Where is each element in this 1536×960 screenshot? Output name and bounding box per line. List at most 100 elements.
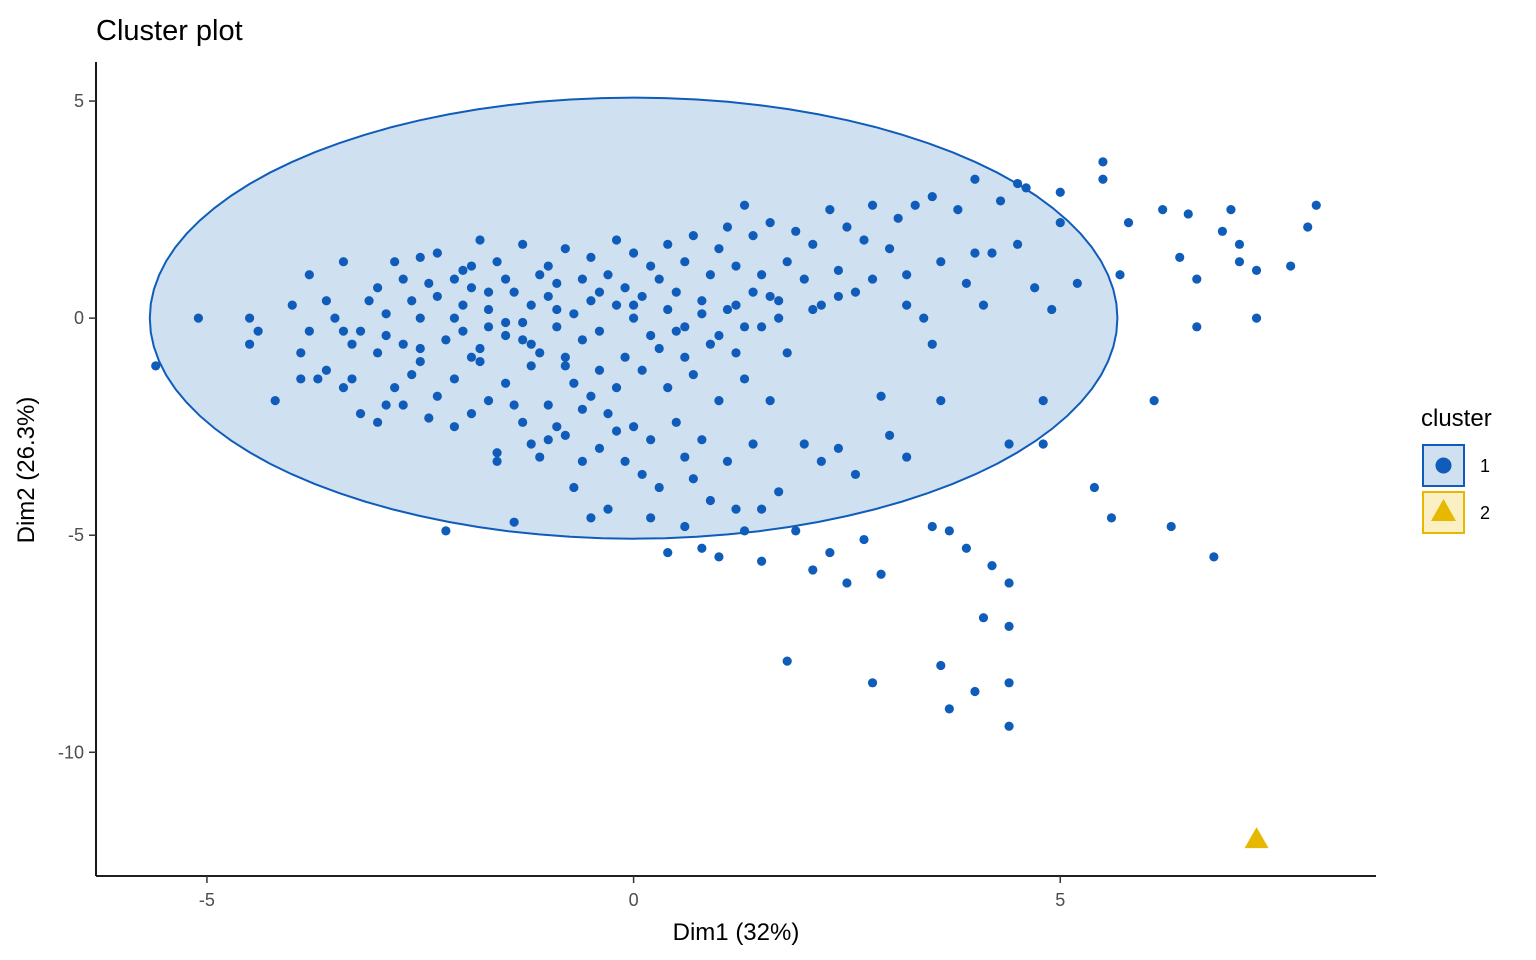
cluster-1-point [1013, 178, 1023, 189]
cluster-1-point [535, 452, 545, 462]
cluster-1-point [398, 339, 408, 349]
cluster-1-point [501, 378, 511, 388]
cluster-1-point [475, 343, 485, 354]
cluster-1-point [1098, 174, 1108, 184]
cluster-1-point [594, 326, 605, 336]
cluster-1-point [245, 339, 255, 349]
data-points [151, 157, 1321, 849]
cluster-1-point [1004, 439, 1014, 449]
cluster-1-point [518, 239, 528, 249]
cluster-1-point [313, 374, 323, 384]
cluster-1-point [466, 409, 477, 419]
cluster-1-point [338, 383, 349, 393]
cluster-1-point [526, 439, 536, 449]
cluster-1-point [509, 287, 519, 297]
cluster-1-point [475, 235, 485, 245]
cluster-1-point [1089, 482, 1099, 493]
axes: -5 0 5 5 0 -5 -10 [58, 62, 1376, 910]
cluster-1-point [586, 513, 596, 523]
cluster-1-point [1251, 265, 1262, 275]
cluster-1-point [705, 270, 716, 280]
cluster-1-point [560, 352, 570, 362]
cluster-1-point [782, 656, 792, 666]
cluster-1-point [637, 469, 647, 480]
cluster-1-point [1192, 274, 1202, 284]
cluster-1-point [552, 304, 562, 315]
cluster-1-point [731, 300, 741, 310]
cluster-1-point [680, 322, 690, 332]
cluster-1-point [432, 248, 442, 258]
cluster-1-point [560, 430, 570, 440]
cluster-1-point [816, 456, 826, 467]
cluster-1-point [1209, 552, 1219, 562]
cluster-1-point [287, 300, 297, 310]
cluster-1-point [739, 526, 750, 536]
cluster-1-point [407, 369, 417, 380]
y-tick-label: 0 [74, 308, 84, 328]
cluster-1-point [953, 205, 963, 215]
cluster-1-point [799, 274, 809, 284]
cluster-1-point [415, 356, 425, 367]
cluster-1-point [1226, 205, 1236, 215]
cluster-1-point [791, 526, 801, 536]
legend-label-1: 1 [1480, 456, 1490, 476]
cluster-1-point [714, 396, 724, 406]
legend-label-2: 2 [1480, 503, 1490, 523]
cluster-1-point [1004, 621, 1014, 631]
cluster-1-point [774, 313, 784, 323]
cluster-2-point [1244, 827, 1269, 849]
legend-title: cluster [1421, 405, 1492, 432]
cluster-1-point [466, 261, 477, 271]
cluster-1-point [927, 521, 937, 532]
cluster-1-point [543, 291, 553, 302]
cluster-1-point [1234, 239, 1245, 249]
cluster-1-point [501, 274, 511, 284]
cluster-1-point [808, 239, 818, 249]
cluster-1-point [509, 517, 519, 527]
cluster-1-point [338, 257, 349, 267]
cluster-1-point [552, 422, 562, 432]
cluster-1-point [978, 613, 989, 623]
plot-area [148, 96, 1321, 849]
cluster-1-point [560, 244, 570, 254]
cluster-1-point [978, 300, 989, 310]
cluster-1-point [893, 213, 903, 223]
cluster-1-point [782, 348, 792, 358]
cluster-1-point [987, 560, 997, 571]
cluster-1-point [936, 396, 946, 406]
cluster-1-point [492, 257, 502, 267]
cluster-1-point [774, 487, 784, 497]
cluster-1-point [757, 322, 767, 332]
cluster-1-point [697, 309, 707, 319]
cluster-1-point [620, 283, 630, 293]
cluster-1-point [629, 248, 639, 258]
cluster-1-point [970, 248, 980, 258]
cluster-1-point [842, 578, 852, 588]
cluster-1-point [902, 452, 912, 462]
cluster-1-point [407, 296, 417, 306]
cluster-1-point [654, 343, 664, 354]
cluster-1-point [611, 426, 622, 436]
cluster-1-point [885, 430, 895, 440]
cluster-1-point [688, 369, 698, 380]
cluster-1-point [970, 686, 980, 697]
cluster-1-point [1166, 521, 1176, 532]
cluster-1-point [714, 244, 724, 254]
cluster-1-point [1303, 222, 1313, 232]
cluster-1-point [1234, 257, 1245, 267]
legend-key-2-triangle-icon [1431, 499, 1456, 521]
cluster-1-point [859, 534, 869, 545]
cluster-1-point [611, 235, 622, 245]
cluster-1-point [586, 391, 596, 401]
cluster-1-point [373, 348, 383, 358]
cluster-1-point [552, 278, 562, 289]
cluster-1-point [398, 400, 408, 410]
cluster-1-point [876, 391, 886, 401]
y-axis-title: Dim2 (26.3%) [13, 397, 40, 544]
cluster-1-point [441, 526, 451, 536]
cluster-1-point [321, 296, 331, 306]
cluster-1-point [833, 265, 844, 275]
cluster-1-point [688, 474, 698, 484]
cluster-1-point [1183, 209, 1193, 219]
legend: cluster 1 2 [1421, 405, 1492, 534]
